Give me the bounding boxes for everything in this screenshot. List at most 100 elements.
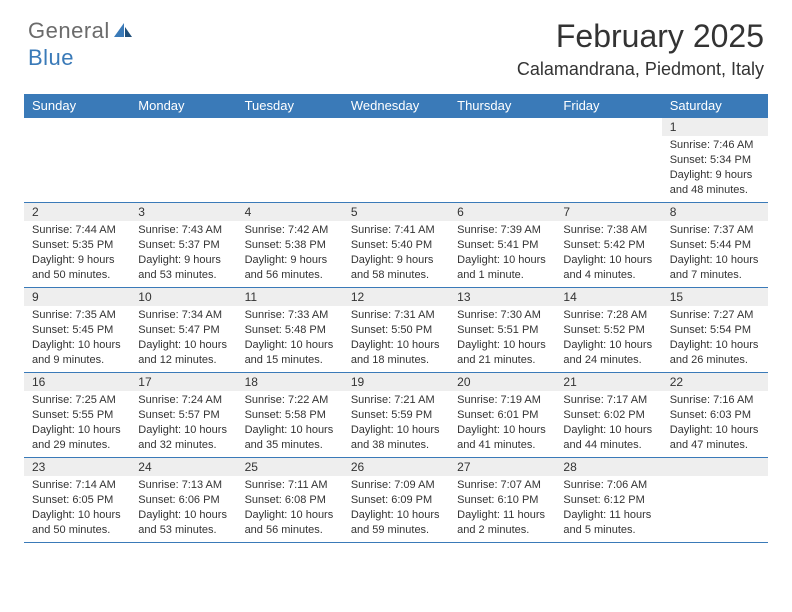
day-number: 23 xyxy=(24,458,130,476)
day-number: 11 xyxy=(237,288,343,306)
day-number: 24 xyxy=(130,458,236,476)
day-info-row: Sunrise: 7:46 AMSunset: 5:34 PMDaylight:… xyxy=(24,136,768,202)
day-info-row: Sunrise: 7:14 AMSunset: 6:05 PMDaylight:… xyxy=(24,476,768,542)
day-info xyxy=(130,136,236,202)
day-info: Sunrise: 7:21 AMSunset: 5:59 PMDaylight:… xyxy=(343,391,449,457)
day-number xyxy=(662,458,768,476)
day-info: Sunrise: 7:27 AMSunset: 5:54 PMDaylight:… xyxy=(662,306,768,372)
logo-text-general: General xyxy=(28,18,110,43)
day-info xyxy=(24,136,130,202)
day-info: Sunrise: 7:28 AMSunset: 5:52 PMDaylight:… xyxy=(555,306,661,372)
day-info: Sunrise: 7:07 AMSunset: 6:10 PMDaylight:… xyxy=(449,476,555,542)
logo-text-blue: Blue xyxy=(28,45,74,70)
title-block: February 2025 Calamandrana, Piedmont, It… xyxy=(517,18,764,80)
day-info: Sunrise: 7:39 AMSunset: 5:41 PMDaylight:… xyxy=(449,221,555,287)
day-info xyxy=(343,136,449,202)
day-header-sunday: Sunday xyxy=(24,94,130,118)
day-info: Sunrise: 7:19 AMSunset: 6:01 PMDaylight:… xyxy=(449,391,555,457)
day-header-tuesday: Tuesday xyxy=(237,94,343,118)
week-row: 1Sunrise: 7:46 AMSunset: 5:34 PMDaylight… xyxy=(24,118,768,203)
day-number: 21 xyxy=(555,373,661,391)
day-info: Sunrise: 7:44 AMSunset: 5:35 PMDaylight:… xyxy=(24,221,130,287)
day-number: 15 xyxy=(662,288,768,306)
day-number: 8 xyxy=(662,203,768,221)
day-header-row: Sunday Monday Tuesday Wednesday Thursday… xyxy=(24,94,768,118)
day-number xyxy=(449,118,555,136)
day-number: 18 xyxy=(237,373,343,391)
day-number: 13 xyxy=(449,288,555,306)
day-info: Sunrise: 7:24 AMSunset: 5:57 PMDaylight:… xyxy=(130,391,236,457)
day-info xyxy=(662,476,768,542)
day-number-row: 1 xyxy=(24,118,768,136)
day-info: Sunrise: 7:34 AMSunset: 5:47 PMDaylight:… xyxy=(130,306,236,372)
day-info: Sunrise: 7:22 AMSunset: 5:58 PMDaylight:… xyxy=(237,391,343,457)
day-header-thursday: Thursday xyxy=(449,94,555,118)
day-info: Sunrise: 7:11 AMSunset: 6:08 PMDaylight:… xyxy=(237,476,343,542)
day-number: 16 xyxy=(24,373,130,391)
day-number: 3 xyxy=(130,203,236,221)
day-header-saturday: Saturday xyxy=(662,94,768,118)
day-number xyxy=(555,118,661,136)
day-number: 5 xyxy=(343,203,449,221)
day-info: Sunrise: 7:31 AMSunset: 5:50 PMDaylight:… xyxy=(343,306,449,372)
day-info: Sunrise: 7:13 AMSunset: 6:06 PMDaylight:… xyxy=(130,476,236,542)
day-info: Sunrise: 7:38 AMSunset: 5:42 PMDaylight:… xyxy=(555,221,661,287)
day-info: Sunrise: 7:14 AMSunset: 6:05 PMDaylight:… xyxy=(24,476,130,542)
day-info: Sunrise: 7:09 AMSunset: 6:09 PMDaylight:… xyxy=(343,476,449,542)
day-number: 22 xyxy=(662,373,768,391)
day-number-row: 2345678 xyxy=(24,203,768,221)
day-info: Sunrise: 7:30 AMSunset: 5:51 PMDaylight:… xyxy=(449,306,555,372)
logo-sail-icon xyxy=(112,19,134,45)
day-info xyxy=(555,136,661,202)
day-info: Sunrise: 7:17 AMSunset: 6:02 PMDaylight:… xyxy=(555,391,661,457)
day-number: 10 xyxy=(130,288,236,306)
day-info xyxy=(449,136,555,202)
day-info-row: Sunrise: 7:44 AMSunset: 5:35 PMDaylight:… xyxy=(24,221,768,287)
logo: General Blue xyxy=(28,18,134,71)
day-number: 25 xyxy=(237,458,343,476)
week-row: 16171819202122Sunrise: 7:25 AMSunset: 5:… xyxy=(24,373,768,458)
day-number xyxy=(237,118,343,136)
day-number: 1 xyxy=(662,118,768,136)
day-number: 20 xyxy=(449,373,555,391)
week-row: 232425262728Sunrise: 7:14 AMSunset: 6:05… xyxy=(24,458,768,543)
day-number: 7 xyxy=(555,203,661,221)
day-info: Sunrise: 7:41 AMSunset: 5:40 PMDaylight:… xyxy=(343,221,449,287)
day-number: 4 xyxy=(237,203,343,221)
day-number-row: 9101112131415 xyxy=(24,288,768,306)
day-number xyxy=(343,118,449,136)
day-number: 26 xyxy=(343,458,449,476)
day-info: Sunrise: 7:06 AMSunset: 6:12 PMDaylight:… xyxy=(555,476,661,542)
day-number xyxy=(24,118,130,136)
day-header-monday: Monday xyxy=(130,94,236,118)
header: General Blue February 2025 Calamandrana,… xyxy=(0,0,792,86)
week-row: 2345678Sunrise: 7:44 AMSunset: 5:35 PMDa… xyxy=(24,203,768,288)
location-subtitle: Calamandrana, Piedmont, Italy xyxy=(517,59,764,80)
day-info: Sunrise: 7:33 AMSunset: 5:48 PMDaylight:… xyxy=(237,306,343,372)
day-info: Sunrise: 7:46 AMSunset: 5:34 PMDaylight:… xyxy=(662,136,768,202)
day-number: 17 xyxy=(130,373,236,391)
day-number: 28 xyxy=(555,458,661,476)
day-number: 14 xyxy=(555,288,661,306)
day-number-row: 232425262728 xyxy=(24,458,768,476)
day-info-row: Sunrise: 7:35 AMSunset: 5:45 PMDaylight:… xyxy=(24,306,768,372)
day-number: 2 xyxy=(24,203,130,221)
day-number: 6 xyxy=(449,203,555,221)
day-info xyxy=(237,136,343,202)
calendar: Sunday Monday Tuesday Wednesday Thursday… xyxy=(24,94,768,543)
day-number-row: 16171819202122 xyxy=(24,373,768,391)
day-info: Sunrise: 7:43 AMSunset: 5:37 PMDaylight:… xyxy=(130,221,236,287)
week-row: 9101112131415Sunrise: 7:35 AMSunset: 5:4… xyxy=(24,288,768,373)
day-info-row: Sunrise: 7:25 AMSunset: 5:55 PMDaylight:… xyxy=(24,391,768,457)
day-header-wednesday: Wednesday xyxy=(343,94,449,118)
day-number: 27 xyxy=(449,458,555,476)
day-number: 12 xyxy=(343,288,449,306)
weeks-container: 1Sunrise: 7:46 AMSunset: 5:34 PMDaylight… xyxy=(24,118,768,543)
day-number: 9 xyxy=(24,288,130,306)
day-info: Sunrise: 7:35 AMSunset: 5:45 PMDaylight:… xyxy=(24,306,130,372)
day-info: Sunrise: 7:16 AMSunset: 6:03 PMDaylight:… xyxy=(662,391,768,457)
day-info: Sunrise: 7:37 AMSunset: 5:44 PMDaylight:… xyxy=(662,221,768,287)
day-info: Sunrise: 7:42 AMSunset: 5:38 PMDaylight:… xyxy=(237,221,343,287)
day-header-friday: Friday xyxy=(555,94,661,118)
day-info: Sunrise: 7:25 AMSunset: 5:55 PMDaylight:… xyxy=(24,391,130,457)
